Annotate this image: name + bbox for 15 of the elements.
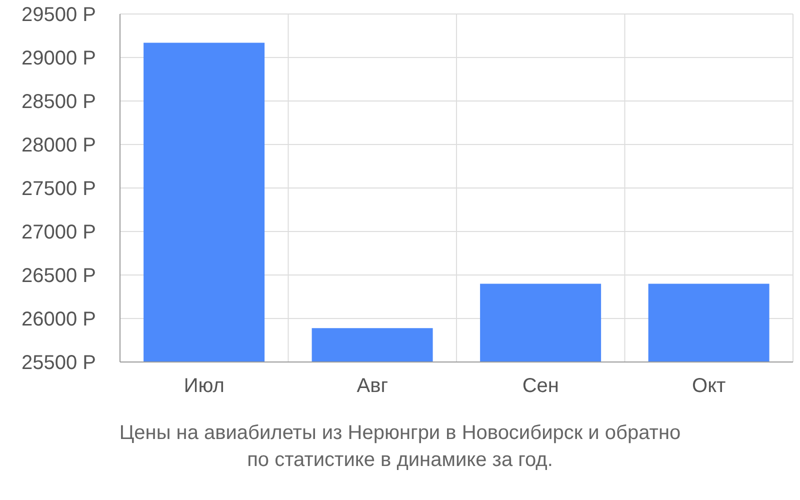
y-tick-label: 28000 Р — [21, 134, 96, 157]
y-tick-label: 26500 Р — [21, 265, 96, 288]
y-tick-label: 29500 Р — [21, 4, 96, 26]
x-tick-label: Авг — [356, 375, 388, 398]
y-tick-label: 28500 Р — [21, 91, 96, 114]
text: по статистике в динамике за год. — [246, 448, 554, 473]
y-tick-label: 25500 Р — [21, 352, 96, 374]
y-tick-label: 27000 Р — [21, 222, 96, 244]
x-tick-label: Июл — [184, 375, 224, 398]
x-tick-label: Окт — [692, 375, 726, 398]
y-tick-label: 29000 Р — [21, 48, 96, 70]
text: Цены на авиабилеты из Нерюнгри в Новосибирск и обратно — [118, 421, 682, 446]
y-tick-label: 26000 Р — [21, 308, 96, 331]
x-tick-label: Сен — [522, 375, 559, 398]
y-tick-label: 27500 Р — [21, 178, 96, 200]
